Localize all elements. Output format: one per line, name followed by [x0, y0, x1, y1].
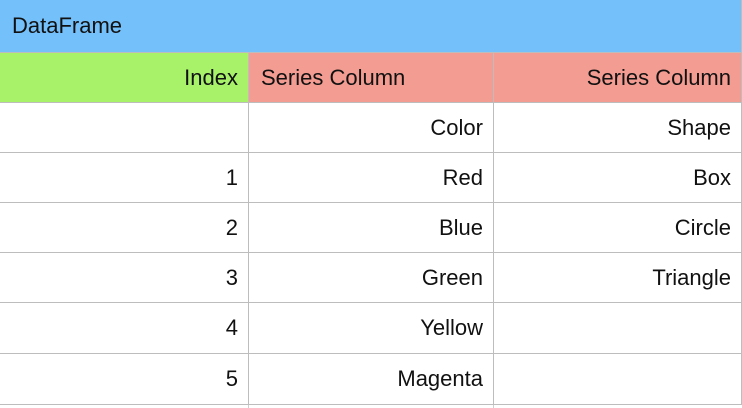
index-value: 2 [225, 214, 238, 240]
series-cell-1: Blue [249, 203, 494, 253]
series-value-1: Yellow [420, 315, 483, 340]
series-cell-2: Box [494, 153, 742, 203]
index-header-label: Index [184, 64, 238, 90]
series-value-2: Triangle [652, 264, 731, 290]
index-cell: 2 [0, 203, 249, 253]
dataframe-title: DataFrame [12, 13, 123, 38]
index-cell [0, 103, 249, 153]
series-header-cell-2: Series Column [494, 53, 742, 103]
series-cell-2 [494, 354, 742, 405]
index-value: 3 [225, 264, 238, 290]
index-header-cell: Index [0, 53, 249, 103]
series-value-1: Color [430, 114, 483, 140]
series-cell-1: Red [249, 153, 494, 203]
series-value-2: Box [693, 164, 731, 190]
index-cell: 3 [0, 253, 249, 303]
index-cell: 1 [0, 153, 249, 203]
series-cell-1: Color [249, 103, 494, 153]
series-header-label-2: Series Column [586, 64, 731, 90]
index-cell: 4 [0, 303, 249, 354]
series-cell-2: Circle [494, 203, 742, 253]
index-value: 5 [225, 366, 238, 391]
series-value-1: Green [421, 264, 483, 290]
series-cell-1: Green [249, 253, 494, 303]
series-value-1: Blue [438, 214, 483, 240]
series-header-label-1: Series Column [261, 64, 406, 90]
index-value: 1 [225, 164, 238, 190]
series-value-1: Magenta [397, 366, 483, 391]
series-cell-2: Shape [494, 103, 742, 153]
series-cell-1: Yellow [249, 303, 494, 354]
series-cell-2: Triangle [494, 253, 742, 303]
series-value-1: Red [442, 164, 483, 190]
series-header-cell-1: Series Column [249, 53, 494, 103]
index-value: 4 [225, 315, 238, 340]
series-value-2: Circle [674, 214, 731, 240]
series-value-2: Shape [667, 114, 731, 140]
index-cell: 5 [0, 354, 249, 405]
series-cell-2 [494, 303, 742, 354]
series-cell-1: Magenta [249, 354, 494, 405]
dataframe-title-bar: DataFrame [0, 0, 742, 53]
